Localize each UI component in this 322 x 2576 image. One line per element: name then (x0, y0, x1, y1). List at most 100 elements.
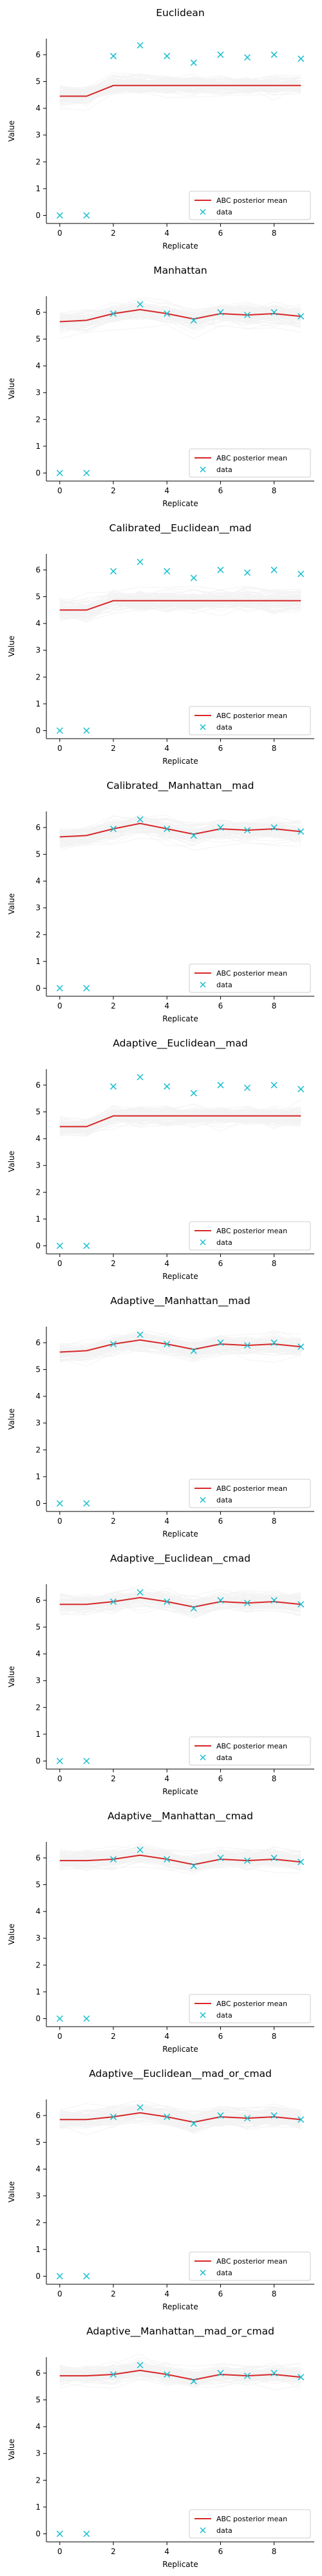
posterior-sample-line (59, 597, 301, 615)
y-tick-label: 1 (35, 699, 41, 708)
posterior-sample-line (59, 1859, 301, 1870)
legend-data-swatch (200, 1754, 206, 1761)
posterior-sample-line (59, 1340, 301, 1357)
legend-data-label: data (216, 981, 232, 989)
data-point (164, 310, 171, 317)
posterior-sample-line (59, 305, 301, 319)
posterior-sample-line (59, 2117, 301, 2129)
x-tick-label: 4 (164, 2289, 169, 2298)
data-point (270, 566, 278, 573)
data-point (109, 1598, 117, 1605)
y-tick-label: 6 (35, 2369, 41, 2378)
x-tick-label: 2 (111, 1517, 116, 1526)
posterior-sample-line (59, 307, 301, 321)
posterior-sample-line (59, 1337, 301, 1355)
posterior-sample-line (59, 2369, 301, 2385)
posterior-sample-line (59, 592, 301, 609)
posterior-sample-line (59, 591, 301, 611)
posterior-sample-line (59, 590, 301, 611)
posterior-sample-line (59, 72, 301, 91)
posterior-sample-line (59, 77, 301, 100)
data-point (83, 469, 90, 477)
posterior-sample-line (59, 822, 301, 840)
posterior-sample-line (59, 822, 301, 841)
posterior-sample-line (59, 1336, 301, 1359)
data-point (164, 53, 171, 60)
posterior-sample-line (59, 77, 301, 96)
posterior-sample-line (59, 316, 301, 334)
posterior-sample-line (59, 1116, 301, 1133)
posterior-sample-line (59, 79, 301, 93)
data-point (137, 558, 144, 565)
posterior-sample-line (59, 825, 301, 841)
posterior-sample-line (59, 86, 301, 106)
y-tick-label: 0 (35, 2530, 41, 2539)
posterior-sample-line (59, 589, 301, 616)
data-point (298, 55, 305, 62)
posterior-sample-line (59, 1598, 301, 1611)
data-point (164, 1083, 171, 1090)
posterior-sample-line (59, 1341, 301, 1358)
legend-data-swatch (200, 209, 206, 215)
posterior-sample-line (59, 78, 301, 96)
posterior-sample-line (59, 305, 301, 323)
posterior-sample-line (59, 1591, 301, 1604)
posterior-sample-line (59, 305, 301, 321)
x-tick-label: 2 (111, 2547, 116, 2556)
posterior-sample-line (59, 1593, 301, 1602)
legend: ABC posterior mean data (189, 706, 311, 735)
posterior-sample-line (59, 1850, 301, 1861)
posterior-sample-line (59, 595, 301, 614)
y-tick-label: 4 (35, 1392, 41, 1401)
y-tick-label: 5 (35, 2138, 41, 2147)
x-tick-label: 6 (218, 2547, 223, 2556)
legend-box (189, 706, 311, 735)
posterior-sample-line (59, 1850, 301, 1868)
y-tick-label: 0 (35, 984, 41, 993)
data-point (190, 1605, 197, 1612)
posterior-sample-line (59, 308, 301, 323)
x-tick-label: 8 (272, 2032, 277, 2041)
posterior-sample-line (59, 1598, 301, 1608)
posterior-sample-line (59, 84, 301, 104)
data-point (137, 301, 144, 308)
posterior-sample-line (59, 828, 301, 841)
posterior-sample-line (59, 597, 301, 612)
posterior-sample-line (59, 594, 301, 611)
posterior-sample-line (59, 1336, 301, 1358)
posterior-sample-line (59, 2369, 301, 2378)
posterior-sample-line (59, 1104, 301, 1123)
x-tick-label: 8 (272, 744, 277, 753)
posterior-sample-line (59, 1334, 301, 1349)
posterior-sample-line (59, 2365, 301, 2377)
x-tick-label: 4 (164, 744, 169, 753)
posterior-sample-line (59, 308, 301, 324)
posterior-sample-line (59, 2353, 301, 2376)
posterior-sample-line (59, 1115, 301, 1137)
x-tick-label: 0 (57, 2289, 62, 2298)
posterior-sample-line (59, 80, 301, 99)
posterior-sample-line (59, 1849, 301, 1867)
chart-panel: Adaptive__Euclidean__mad 0 2 4 6 8 0 1 2 3 4 5 6 Repl… (7, 1037, 314, 1281)
posterior-sample-line (59, 82, 301, 104)
posterior-sample-line (59, 1593, 301, 1609)
posterior-sample-line (59, 1846, 301, 1865)
legend-data-label: data (216, 2011, 232, 2020)
x-tick-label: 0 (57, 2032, 62, 2041)
posterior-sample-line (59, 1593, 301, 1603)
x-axis-label: Replicate (162, 2560, 198, 2569)
posterior-sample-line (59, 2109, 301, 2119)
posterior-sample-line (59, 817, 301, 838)
x-tick-label: 2 (111, 2289, 116, 2298)
posterior-sample-line (59, 308, 301, 327)
legend-box (189, 191, 311, 220)
data-point (243, 2372, 251, 2380)
posterior-sample-line (59, 1334, 301, 1352)
posterior-sample-line (59, 1106, 301, 1126)
posterior-sample-line (59, 2107, 301, 2117)
data-point (164, 2371, 171, 2378)
y-tick-label: 3 (35, 2192, 41, 2201)
x-tick-label: 8 (272, 229, 277, 238)
posterior-sample-line (59, 605, 301, 621)
posterior-sample-line (59, 821, 301, 834)
